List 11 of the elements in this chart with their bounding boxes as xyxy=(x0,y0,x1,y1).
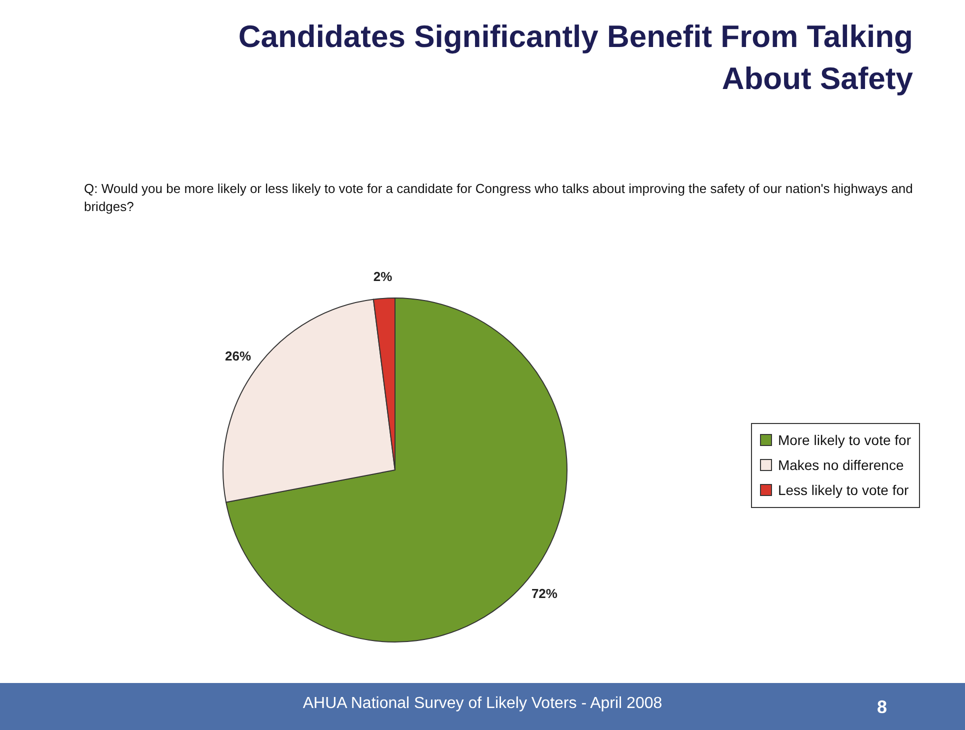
data-label: 72% xyxy=(531,586,558,602)
legend-label: Makes no difference xyxy=(776,456,905,474)
legend-label: Less likely to vote for xyxy=(776,480,910,500)
pie-slice xyxy=(226,298,568,642)
chart-title: Candidates Significantly Benefit From Talking About Safety xyxy=(237,18,913,98)
chart-subtitle: Q: Would you be more likely or less likely to vote for a candidate for Congress who talks about improving the safety of our nation's highways and bridges? xyxy=(84,180,914,216)
data-label: 26% xyxy=(225,348,252,364)
text: AHUA National Survey of Likely Voters - April 2008 xyxy=(302,695,662,712)
text: 8 xyxy=(876,697,887,718)
data-label: 2% xyxy=(373,268,393,284)
legend-label: More likely to vote for xyxy=(776,430,911,450)
